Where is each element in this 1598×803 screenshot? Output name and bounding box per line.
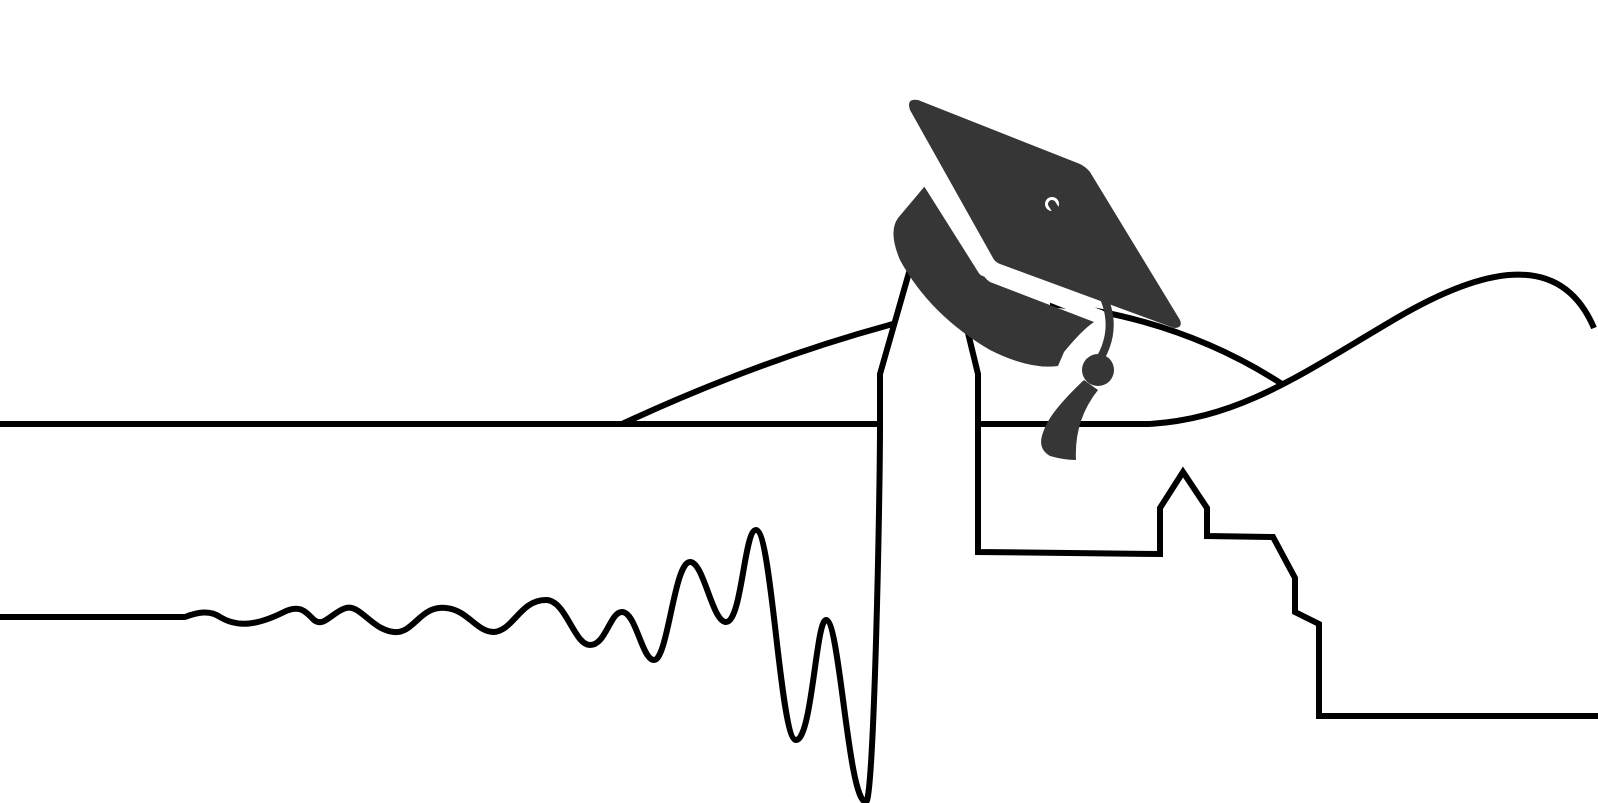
mortarboard-top bbox=[909, 99, 1181, 328]
tassel-knot bbox=[1082, 354, 1114, 386]
cap-highlight bbox=[920, 172, 1106, 322]
tassel bbox=[1041, 380, 1098, 460]
left-hill bbox=[620, 321, 894, 427]
right-hill bbox=[1149, 271, 1597, 427]
tower-outline bbox=[877, 254, 1598, 719]
cap-skull bbox=[893, 180, 1094, 367]
graduation-cap-icon bbox=[893, 99, 1181, 460]
seismic-wave-icon bbox=[0, 421, 883, 803]
skyline-icon bbox=[0, 254, 1598, 719]
tassel-cord bbox=[1048, 200, 1114, 372]
